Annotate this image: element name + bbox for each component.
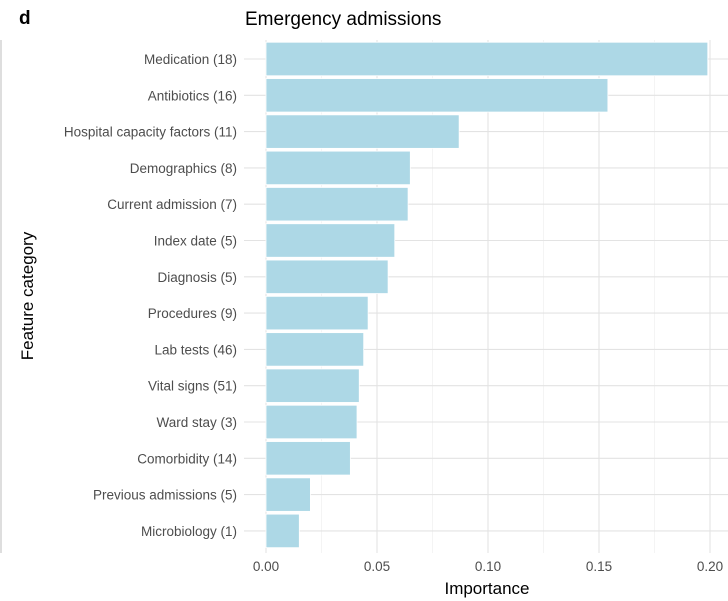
y-tick-labels: Medication (18) Antibiotics (16) Hospital … — [64, 52, 237, 539]
bar — [265, 259, 389, 294]
chart-title: Emergency admissions — [245, 9, 441, 30]
bar — [265, 477, 311, 512]
bar — [265, 223, 396, 258]
bar — [265, 513, 300, 549]
bar — [265, 41, 709, 77]
x-tick-label: 0.10 — [475, 559, 501, 574]
y-tick-label: Vital signs (51) — [148, 379, 237, 394]
bar — [265, 187, 409, 222]
bar — [265, 404, 358, 440]
y-tick-label: Lab tests (46) — [154, 342, 237, 357]
y-axis-title: Feature category — [18, 231, 37, 360]
bar — [265, 441, 351, 476]
bar — [265, 114, 460, 149]
x-tick-label: 0.15 — [586, 559, 612, 574]
x-tick-label: 0.05 — [364, 559, 390, 574]
x-tick-label: 0.20 — [697, 559, 723, 574]
y-tick-label: Ward stay (3) — [156, 415, 237, 430]
x-tick-labels: 0.00 0.05 0.10 0.15 0.20 — [253, 559, 723, 574]
bar — [265, 295, 369, 331]
y-tick-label: Antibiotics (16) — [148, 88, 237, 103]
x-tick-label: 0.00 — [253, 559, 279, 574]
y-tick-label: Comorbidity (14) — [137, 451, 237, 466]
y-tick-label: Demographics (8) — [130, 161, 237, 176]
y-tick-label: Medication (18) — [144, 52, 237, 67]
y-tick-label: Previous admissions (5) — [93, 488, 237, 503]
bars — [265, 41, 709, 549]
bar — [265, 368, 360, 403]
y-tick-label: Microbiology (1) — [141, 524, 237, 539]
bar — [265, 150, 411, 186]
x-axis-title: Importance — [444, 579, 529, 598]
panel-label: d — [19, 8, 31, 29]
y-tick-label: Current admission (7) — [107, 197, 237, 212]
bar — [265, 332, 365, 367]
y-tick-label: Diagnosis (5) — [157, 270, 237, 285]
bar — [265, 78, 609, 113]
y-tick-label: Hospital capacity factors (11) — [64, 125, 237, 140]
y-tick-label: Procedures (9) — [148, 306, 237, 321]
y-tick-label: Index date (5) — [154, 234, 237, 249]
